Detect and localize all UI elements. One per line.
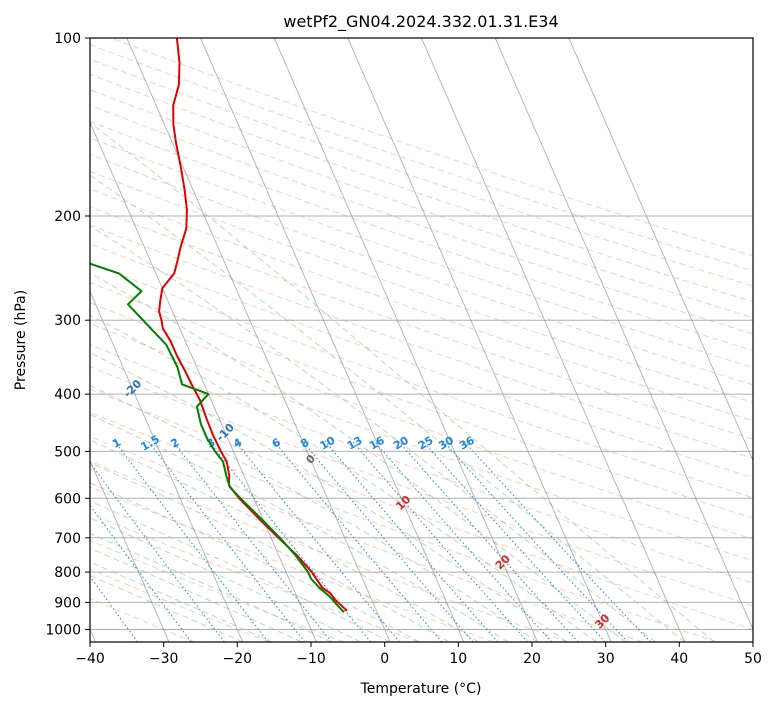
- dry-adiabat-line: [90, 58, 753, 287]
- y-tick-label: 100: [54, 31, 81, 47]
- x-tick-label: 0: [380, 651, 389, 667]
- dry-adiabat-line: [90, 460, 568, 642]
- isotherm-line: [421, 38, 686, 642]
- mixing-ratio-line: [208, 440, 372, 642]
- x-axis-label: Temperature (°C): [360, 681, 482, 697]
- y-tick-label: 500: [54, 444, 81, 460]
- dry-adiabat-line: [90, 188, 753, 422]
- moist-adiabat-line: [90, 385, 538, 642]
- isotherm-line: [90, 121, 317, 642]
- x-axis: −40 −30 −20 −10 0 10 20 30 40 50: [75, 642, 762, 667]
- isotherm-line: [200, 38, 465, 642]
- isotherm-line: [273, 38, 538, 642]
- moist-adiabat-line: [90, 532, 332, 642]
- moist-adiabat-line: [90, 574, 243, 642]
- moist-adiabat-line: [90, 547, 302, 642]
- profile-series: [90, 38, 348, 613]
- moist-adiabat-line: [90, 500, 391, 642]
- dry-adiabat-line: [90, 153, 753, 386]
- isotherm-line: [90, 459, 170, 642]
- dry-adiabat-line: [90, 243, 753, 479]
- dry-adiabat-line: [90, 104, 753, 335]
- x-tick-label: 20: [523, 651, 541, 667]
- x-tick-label: −20: [223, 651, 253, 667]
- moist-adiabat-line: [90, 414, 509, 642]
- dewpoint-profile-line: [90, 262, 345, 613]
- gridlines: [90, 38, 753, 630]
- y-tick-label: 200: [54, 209, 81, 225]
- isotherm-line: [126, 38, 391, 642]
- mixing-ratio-line: [373, 440, 553, 642]
- x-tick-label: −30: [149, 651, 179, 667]
- moist-adiabat-line: [90, 121, 715, 642]
- dry-adiabat-line: [90, 435, 643, 642]
- isotherm-line: [90, 290, 244, 642]
- dry-adiabat-line: [90, 262, 753, 499]
- y-tick-label: 400: [54, 387, 81, 403]
- x-tick-label: −10: [296, 651, 326, 667]
- mixing-ratio-line: [172, 440, 332, 642]
- isotherms: [90, 38, 753, 642]
- isotherm-line: [494, 38, 753, 631]
- isotherm-line: [347, 38, 612, 642]
- x-tick-label: 30: [597, 651, 615, 667]
- moist-adiabat-line: [90, 225, 656, 642]
- moist-adiabat-line: [90, 439, 479, 642]
- x-tick-label: 10: [449, 651, 467, 667]
- y-axis: 100 200 300 400 500 600 700 800 900 1000: [45, 31, 90, 639]
- moist-adiabat-line: [90, 352, 568, 642]
- x-tick-label: 50: [744, 651, 762, 667]
- mixing-ratio-line: [422, 440, 606, 642]
- dry-adiabat-line: [90, 568, 270, 642]
- mixing-ratio-line: [147, 440, 306, 642]
- y-tick-label: 300: [54, 313, 81, 329]
- y-tick-label: 600: [54, 491, 81, 507]
- dry-adiabat-line: [90, 281, 753, 519]
- y-tick-label: 900: [54, 595, 81, 611]
- mixing-ratio-lines: [90, 440, 651, 642]
- mixing-ratio-line: [234, 440, 400, 642]
- dry-adiabat-line: [90, 206, 753, 440]
- plot-frame: [89, 37, 754, 643]
- mixing-ratio-line: [442, 440, 629, 642]
- moist-adiabat-line: [90, 462, 450, 642]
- y-tick-label: 1000: [45, 623, 81, 639]
- moist-adiabat-line: [90, 174, 686, 642]
- mixing-ratio-line: [301, 440, 474, 642]
- mixing-ratio-line: [351, 440, 528, 642]
- y-tick-label: 700: [54, 531, 81, 547]
- y-tick-label: 800: [54, 565, 81, 581]
- plot-area: 0.10.20.40.611.52346810131620253036-100-…: [90, 38, 753, 642]
- x-tick-label: 40: [670, 651, 688, 667]
- mixing-ratio-line: [324, 440, 499, 642]
- moist-adiabats: [90, 121, 715, 642]
- dry-adiabat-line: [90, 73, 753, 303]
- mixing-ratio-line: [397, 440, 579, 642]
- moist-adiabat-line: [90, 561, 273, 642]
- dry-adiabat-line: [90, 137, 753, 369]
- dry-adiabat-line: [90, 486, 494, 642]
- x-tick-label: −40: [75, 651, 105, 667]
- moist-adiabat-line: [90, 482, 420, 642]
- dry-adiabat-line: [90, 411, 718, 642]
- chart-title: wetPf2_GN04.2024.332.01.31.E34: [283, 12, 558, 32]
- moist-adiabat-line: [90, 314, 597, 642]
- y-axis-label: Pressure (hPa): [13, 290, 29, 390]
- isotherm-line: [568, 38, 753, 462]
- mixing-ratio-line: [90, 504, 192, 642]
- moist-adiabat-line: [90, 272, 627, 642]
